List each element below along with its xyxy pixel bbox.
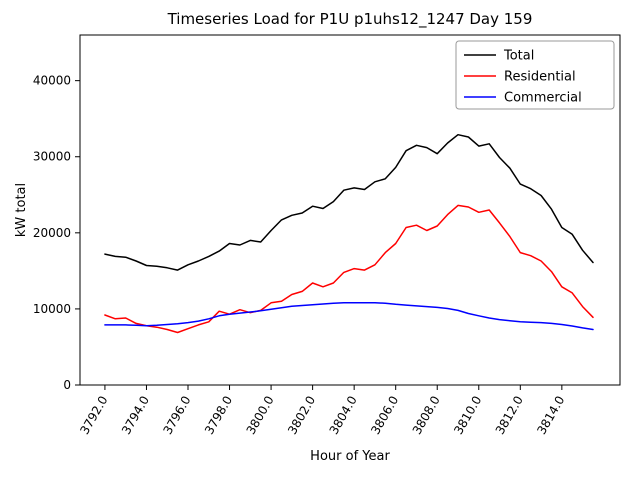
y-tick-label: 0 (63, 378, 71, 392)
y-tick-label: 10000 (33, 302, 71, 316)
x-tick-label: 3814.0 (534, 394, 567, 437)
series-lines (104, 133, 594, 334)
x-tick-label: 3808.0 (410, 394, 443, 437)
x-tick-label: 3812.0 (493, 394, 526, 437)
x-tick-label: 3798.0 (202, 394, 235, 437)
series-line-residential (104, 204, 594, 334)
legend-box (455, 40, 615, 110)
legend-label-residential: Residential (504, 70, 576, 85)
y-tick-label: 20000 (33, 226, 71, 240)
series-line-commercial (104, 302, 594, 331)
legend-label-total: Total (503, 49, 534, 64)
x-tick-label: 3806.0 (368, 394, 401, 437)
axes-box (79, 34, 621, 386)
y-tick-label: 30000 (33, 150, 71, 164)
y-tick-label: 40000 (33, 74, 71, 88)
x-tick-label: 3800.0 (244, 394, 277, 437)
x-tick-label: 3802.0 (285, 394, 318, 437)
x-tick-label: 3796.0 (160, 394, 193, 437)
x-axis-label: Hour of Year (310, 449, 390, 464)
x-tick-label: 3792.0 (77, 394, 110, 437)
series-line-total (104, 133, 594, 271)
x-tick-label: 3810.0 (451, 394, 484, 437)
legend-label-commercial: Commercial (504, 91, 582, 106)
legend: Total Residential Commercial (455, 40, 615, 110)
x-tick-label: 3794.0 (119, 394, 152, 437)
chart-title: Timeseries Load for P1U p1uhs12_1247 Day… (167, 10, 533, 29)
y-axis-label: kW total (14, 183, 29, 237)
x-tick-label: 3804.0 (327, 394, 360, 437)
